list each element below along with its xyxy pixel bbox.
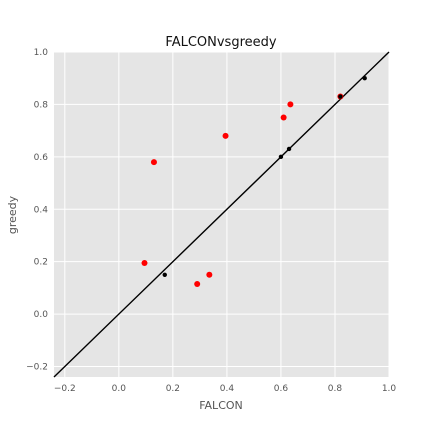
y-tick-label: 0.4 (34, 205, 49, 215)
x-tick-label: 0.8 (328, 384, 343, 394)
data-point (286, 146, 292, 152)
x-tick-label: 0.4 (220, 384, 235, 394)
y-axis-label: greedy (6, 195, 19, 234)
data-point (338, 94, 343, 99)
x-axis-label: FALCON (199, 399, 243, 412)
grid-lines (54, 51, 390, 377)
x-tick-label: 0.6 (274, 384, 289, 394)
data-point (206, 271, 213, 278)
data-point (278, 154, 284, 160)
x-tick-label: 0.2 (166, 384, 180, 394)
y-tick-label: −0.2 (26, 363, 48, 373)
y-tick-label: 0.2 (34, 258, 48, 268)
y-tick-label: 0.0 (34, 310, 49, 320)
data-point (150, 159, 157, 166)
data-point (162, 272, 167, 277)
reference-line (53, 51, 390, 378)
data-point (280, 114, 287, 121)
x-tick-label: 0.0 (112, 384, 127, 394)
data-point (141, 259, 148, 266)
x-tick-label: 1.0 (382, 384, 397, 394)
x-tick-label: −0.2 (54, 384, 76, 394)
y-tick-label: 1.0 (34, 48, 49, 58)
data-point (222, 132, 229, 139)
y-tick-label: 0.6 (34, 153, 49, 163)
reference-line-layer (53, 51, 390, 378)
points-layer (141, 76, 367, 287)
data-point (194, 280, 201, 287)
x-tick-labels: −0.2 0.0 0.2 0.4 0.6 0.8 1.0 (54, 384, 397, 394)
y-tick-label: 0.8 (34, 100, 49, 110)
chart-title: FALCONvsgreedy (165, 35, 276, 50)
y-tick-labels: −0.2 0.0 0.2 0.4 0.6 0.8 1.0 (26, 48, 48, 373)
data-point (362, 76, 367, 81)
data-point (287, 101, 294, 108)
